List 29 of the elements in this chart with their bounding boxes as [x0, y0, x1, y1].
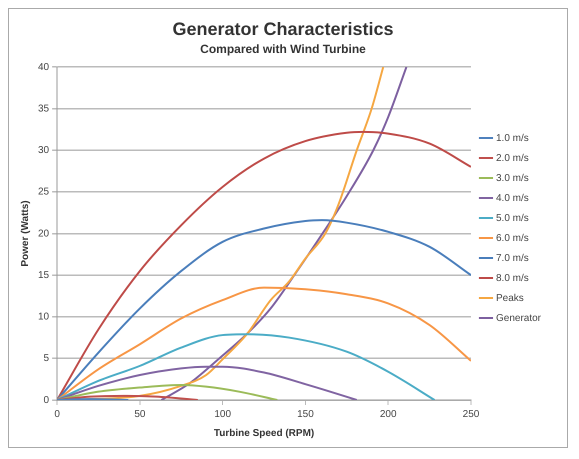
chart-title: Generator Characteristics	[172, 18, 394, 39]
y-tick-label: 10	[38, 312, 50, 322]
legend-label: 4.0 m/s	[496, 192, 529, 204]
x-tick-label: 0	[54, 408, 60, 420]
y-axis-title: Power (Watts)	[20, 200, 31, 267]
y-tick-label: 30	[38, 145, 50, 156]
legend-label: 8.0 m/s	[496, 272, 529, 284]
x-axis-title: Turbine Speed (RPM)	[214, 428, 314, 439]
y-tick-label: 0	[44, 394, 50, 406]
x-tick-label: 150	[297, 408, 314, 420]
x-tick-label: 50	[134, 408, 146, 420]
x-tick-label: 200	[380, 408, 397, 420]
legend-label: 6.0 m/s	[496, 232, 529, 244]
legend-label: Generator	[496, 312, 542, 324]
legend-label: 1.0 m/s	[496, 132, 529, 144]
x-tick-label: 250	[462, 408, 480, 420]
legend-label: Peaks	[496, 292, 524, 304]
y-tick-label: 20	[38, 228, 50, 240]
x-tick-label: 100	[214, 408, 232, 420]
legend-label: 7.0 m/s	[496, 252, 529, 264]
chart-subtitle: Compared with Wind Turbine	[200, 42, 366, 56]
y-tick-label: 35	[38, 103, 50, 114]
legend-label: 3.0 m/s	[496, 172, 529, 184]
y-tick-label: 5	[44, 353, 50, 364]
y-tick-label: 40	[38, 62, 50, 73]
legend-label: 2.0 m/s	[496, 152, 529, 164]
y-tick-label: 25	[38, 186, 50, 198]
legend-label: 5.0 m/s	[496, 212, 529, 224]
y-tick-label: 15	[38, 270, 50, 281]
